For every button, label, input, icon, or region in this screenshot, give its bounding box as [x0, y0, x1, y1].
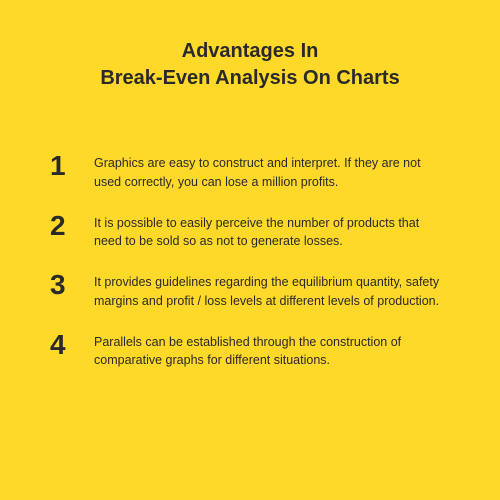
- item-number: 2: [50, 212, 70, 240]
- infographic-container: Advantages In Break-Even Analysis On Cha…: [0, 0, 500, 500]
- list-item: 3 It provides guidelines regarding the e…: [50, 273, 450, 311]
- title-line-1: Advantages In: [182, 40, 319, 62]
- item-number: 3: [50, 271, 70, 299]
- list-item: 2 It is possible to easily perceive the …: [50, 214, 450, 252]
- title-line-2: Break-Even Analysis On Charts: [100, 67, 399, 89]
- item-text: Parallels can be established through the…: [94, 333, 450, 371]
- item-text: It provides guidelines regarding the equ…: [94, 273, 450, 311]
- item-text: Graphics are easy to construct and inter…: [94, 154, 450, 192]
- list-item: 1 Graphics are easy to construct and int…: [50, 154, 450, 192]
- item-number: 4: [50, 331, 70, 359]
- page-title: Advantages In Break-Even Analysis On Cha…: [50, 38, 450, 92]
- list-item: 4 Parallels can be established through t…: [50, 333, 450, 371]
- item-text: It is possible to easily perceive the nu…: [94, 214, 450, 252]
- item-number: 1: [50, 152, 70, 180]
- advantages-list: 1 Graphics are easy to construct and int…: [50, 154, 450, 370]
